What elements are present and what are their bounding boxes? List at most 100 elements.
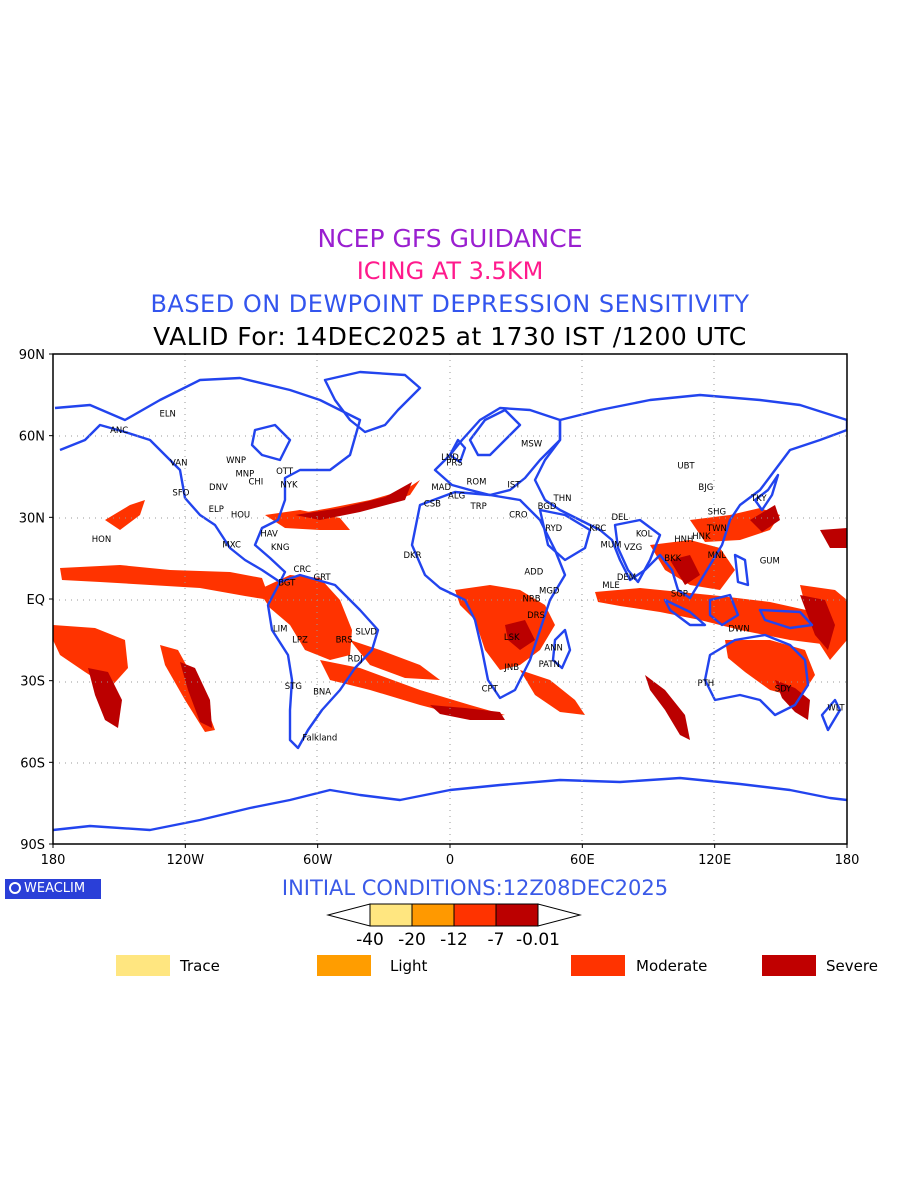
weaclim-logo: WEACLIM: [5, 879, 101, 899]
city-label: DRS: [527, 611, 545, 621]
coastline-hudson-bay: [250, 423, 292, 462]
icing-moderate-region: [265, 510, 350, 530]
colorbar-segment: [453, 903, 497, 927]
city-label: HNK: [692, 532, 711, 542]
logo-circle-icon: [9, 882, 21, 894]
colorbar-segment: [411, 903, 455, 927]
icing-moderate-region: [53, 625, 128, 688]
colorbar-tick-label: -0.01: [516, 930, 560, 950]
lon-tick-label: 180: [41, 853, 66, 868]
city-label: HOU: [231, 510, 250, 520]
city-label: PTH: [697, 679, 714, 689]
colorbar-left-extension: [326, 903, 371, 927]
coastline-australia: [703, 633, 810, 717]
lon-tick-label: 0: [446, 853, 454, 868]
city-label: TKY: [750, 494, 767, 504]
city-label: LSK: [504, 633, 520, 643]
city-label: DKR: [403, 551, 421, 561]
city-label: DEL: [611, 513, 628, 523]
city-label: MUM: [601, 540, 622, 550]
coastline-asia: [533, 393, 847, 600]
city-label: RDJ: [348, 655, 363, 665]
coastline-madagascar: [551, 628, 572, 670]
lat-tick-label: 60N: [19, 430, 45, 445]
icing-severe-region: [645, 675, 690, 740]
icing-severe-region: [505, 620, 535, 650]
city-label: CRO: [509, 510, 528, 520]
city-label: ROM: [466, 478, 486, 488]
icing-severe-region: [775, 680, 810, 720]
coastline-south-america: [266, 573, 380, 750]
icing-moderate-region: [105, 500, 145, 530]
city-label: KNG: [271, 543, 290, 553]
logo-text: WEACLIM: [24, 881, 86, 896]
lon-tick-label: 60E: [570, 853, 595, 868]
coastlines: [53, 370, 847, 832]
city-label: ANC: [110, 426, 128, 436]
icing-moderate-region: [320, 660, 505, 718]
icing-moderate-region: [258, 575, 352, 660]
city-label: BGD: [538, 502, 557, 512]
icing-severe-regions: [88, 482, 847, 740]
colorbar: -40 -20 -12 -7 -0.01: [326, 903, 582, 950]
icing-moderate-region: [595, 588, 840, 645]
lat-tick-label: EQ: [27, 593, 45, 608]
city-label: RYD: [545, 524, 563, 534]
coastline-japan: [753, 473, 780, 512]
city-label: VAN: [170, 459, 187, 469]
city-label: LPZ: [292, 636, 308, 646]
city-label: TWN: [706, 524, 727, 534]
colorbar-tick-label: -7: [488, 930, 505, 950]
title-valid-time: VALID For: 14DEC2025 at 1730 IST /1200 U…: [153, 322, 747, 351]
coastline-antarctica: [53, 776, 847, 832]
city-label: HAV: [260, 529, 278, 539]
city-label: STG: [285, 682, 302, 692]
lat-tick-label: 30N: [19, 511, 45, 526]
coastline-arabia: [538, 508, 592, 562]
city-label: CPT: [482, 685, 499, 695]
city-label: DWN: [728, 625, 749, 635]
legend-label-light: Light: [390, 957, 428, 975]
lon-tick-label: 120E: [698, 853, 731, 868]
icing-severe-region: [750, 505, 780, 532]
city-label: KRC: [589, 524, 606, 534]
colorbar-tick-label: -12: [440, 930, 468, 950]
city-label: CHI: [248, 478, 263, 488]
lat-tick-label: 60S: [20, 756, 45, 771]
city-label: KOL: [636, 529, 653, 539]
city-label: PATN: [539, 660, 560, 670]
icing-moderate-region: [520, 670, 585, 715]
coastline-uk: [448, 438, 467, 464]
legend-label-moderate: Moderate: [636, 957, 708, 975]
lon-tick-label: 60W: [303, 853, 333, 868]
city-label: TRP: [470, 502, 487, 512]
city-label: BRS: [336, 636, 353, 646]
icing-moderate-region: [725, 640, 815, 698]
city-label: IST: [507, 480, 521, 490]
city-label: BJG: [698, 483, 713, 493]
city-label: MSW: [521, 440, 543, 450]
city-label: MLE: [602, 581, 619, 591]
city-label: DEM: [617, 573, 636, 583]
city-labels: ANC ELN VAN WNP MNP OTT NYK SFO DNV CHI ELP HOU MXC H…: [92, 410, 846, 744]
city-label: BNA: [313, 687, 331, 697]
city-label: GUM: [760, 557, 780, 567]
colorbar-tick-label: -40: [356, 930, 384, 950]
city-label: MXC: [222, 540, 241, 550]
legend-swatch-moderate: [571, 955, 625, 976]
lon-tick-label: 120W: [166, 853, 204, 868]
coastline-india: [613, 518, 662, 584]
icing-severe-region: [820, 528, 847, 548]
city-label: DNV: [209, 483, 228, 493]
title-method: BASED ON DEWPOINT DEPRESSION SENSITIVITY: [150, 290, 750, 318]
city-label: VZG: [624, 543, 642, 553]
icing-severe-region: [800, 595, 835, 650]
coastline-new-guinea: [758, 608, 814, 630]
coastline-greenland: [323, 370, 422, 434]
city-label: WNP: [226, 456, 246, 466]
city-label: ELP: [209, 505, 224, 515]
city-label: NYK: [280, 480, 298, 490]
city-label: MAD: [431, 483, 451, 493]
city-label: SDY: [775, 685, 792, 695]
coastline-north-america: [54, 376, 362, 584]
